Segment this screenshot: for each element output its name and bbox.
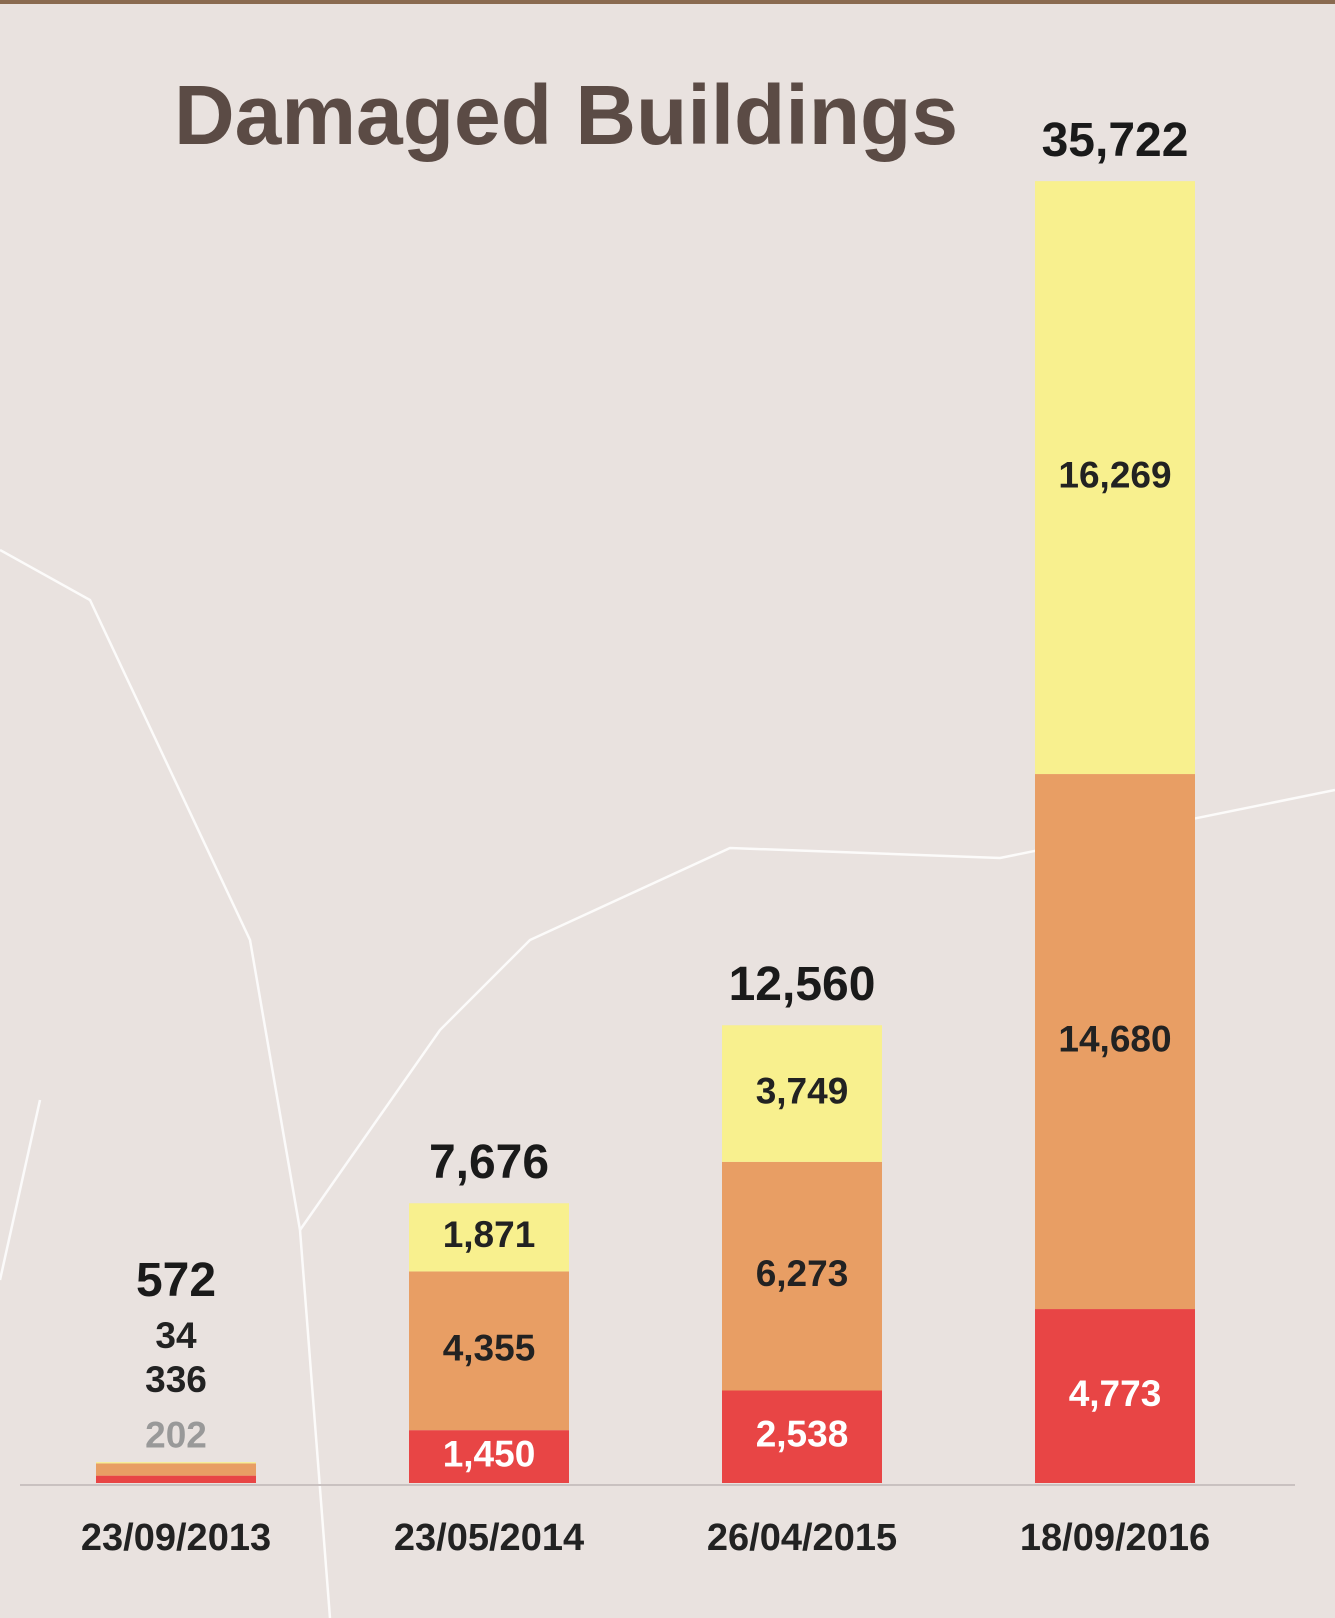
value-label: 14,680 bbox=[1058, 1018, 1171, 1059]
value-label: 34 bbox=[155, 1315, 197, 1356]
value-label: 16,269 bbox=[1058, 454, 1171, 495]
total-label: 7,676 bbox=[429, 1136, 549, 1189]
bar-segment bbox=[409, 1271, 569, 1431]
bar-segment bbox=[722, 1161, 882, 1391]
top-border bbox=[0, 0, 1335, 4]
bar-segment bbox=[722, 1025, 882, 1162]
bar-segment bbox=[1035, 181, 1195, 775]
x-tick-label: 23/05/2014 bbox=[394, 1517, 584, 1559]
value-label: 4,773 bbox=[1069, 1373, 1162, 1414]
x-tick-label: 23/09/2013 bbox=[81, 1517, 271, 1559]
bar-segment bbox=[96, 1462, 256, 1464]
bar-segment bbox=[409, 1430, 569, 1483]
total-label: 35,722 bbox=[1042, 114, 1189, 167]
bar-segment bbox=[722, 1390, 882, 1483]
value-label: 1,871 bbox=[443, 1214, 536, 1255]
x-tick-label: 18/09/2016 bbox=[1020, 1517, 1210, 1559]
x-tick-label: 26/04/2015 bbox=[707, 1517, 897, 1559]
value-label: 6,273 bbox=[756, 1253, 849, 1294]
bar-segment bbox=[96, 1463, 256, 1476]
value-label: 2,538 bbox=[756, 1414, 849, 1455]
chart-title: Damaged Buildings bbox=[174, 68, 958, 162]
bar-segment bbox=[409, 1203, 569, 1272]
value-label: 3,749 bbox=[756, 1070, 849, 1111]
value-label: 1,450 bbox=[443, 1433, 536, 1474]
bar-segment bbox=[1035, 774, 1195, 1310]
value-label: 202 bbox=[145, 1414, 207, 1455]
total-label: 12,560 bbox=[729, 958, 876, 1011]
total-label: 572 bbox=[136, 1254, 216, 1307]
value-label: 336 bbox=[145, 1359, 207, 1400]
value-label: 4,355 bbox=[443, 1328, 536, 1369]
bar-segment bbox=[1035, 1309, 1195, 1483]
bar-segment bbox=[96, 1475, 256, 1483]
